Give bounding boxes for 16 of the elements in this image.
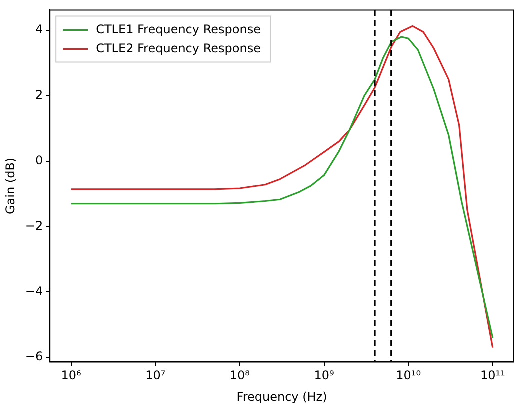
legend-label: CTLE2 Frequency Response (96, 41, 261, 56)
y-tick-label: −4 (25, 284, 44, 298)
x-tick-label: 10⁹ (314, 368, 334, 383)
legend-label: CTLE1 Frequency Response (96, 22, 261, 36)
y-tick-label: −2 (25, 218, 44, 233)
y-tick-label: −6 (25, 350, 44, 364)
x-axis-title: Frequency (Hz) (236, 390, 328, 404)
x-tick-label: 10⁶ (61, 368, 82, 383)
x-tick-label: 10⁸ (230, 368, 250, 383)
x-tick-label: 10¹¹ (480, 368, 506, 383)
y-axis-title: Gain (dB) (3, 158, 18, 215)
y-tick-label: 2 (35, 88, 44, 102)
x-tick-label: 10¹⁰ (396, 368, 422, 383)
y-tick-label: 4 (35, 22, 44, 37)
y-tick-label: 0 (35, 153, 44, 168)
x-tick-label: 10⁷ (146, 368, 166, 383)
